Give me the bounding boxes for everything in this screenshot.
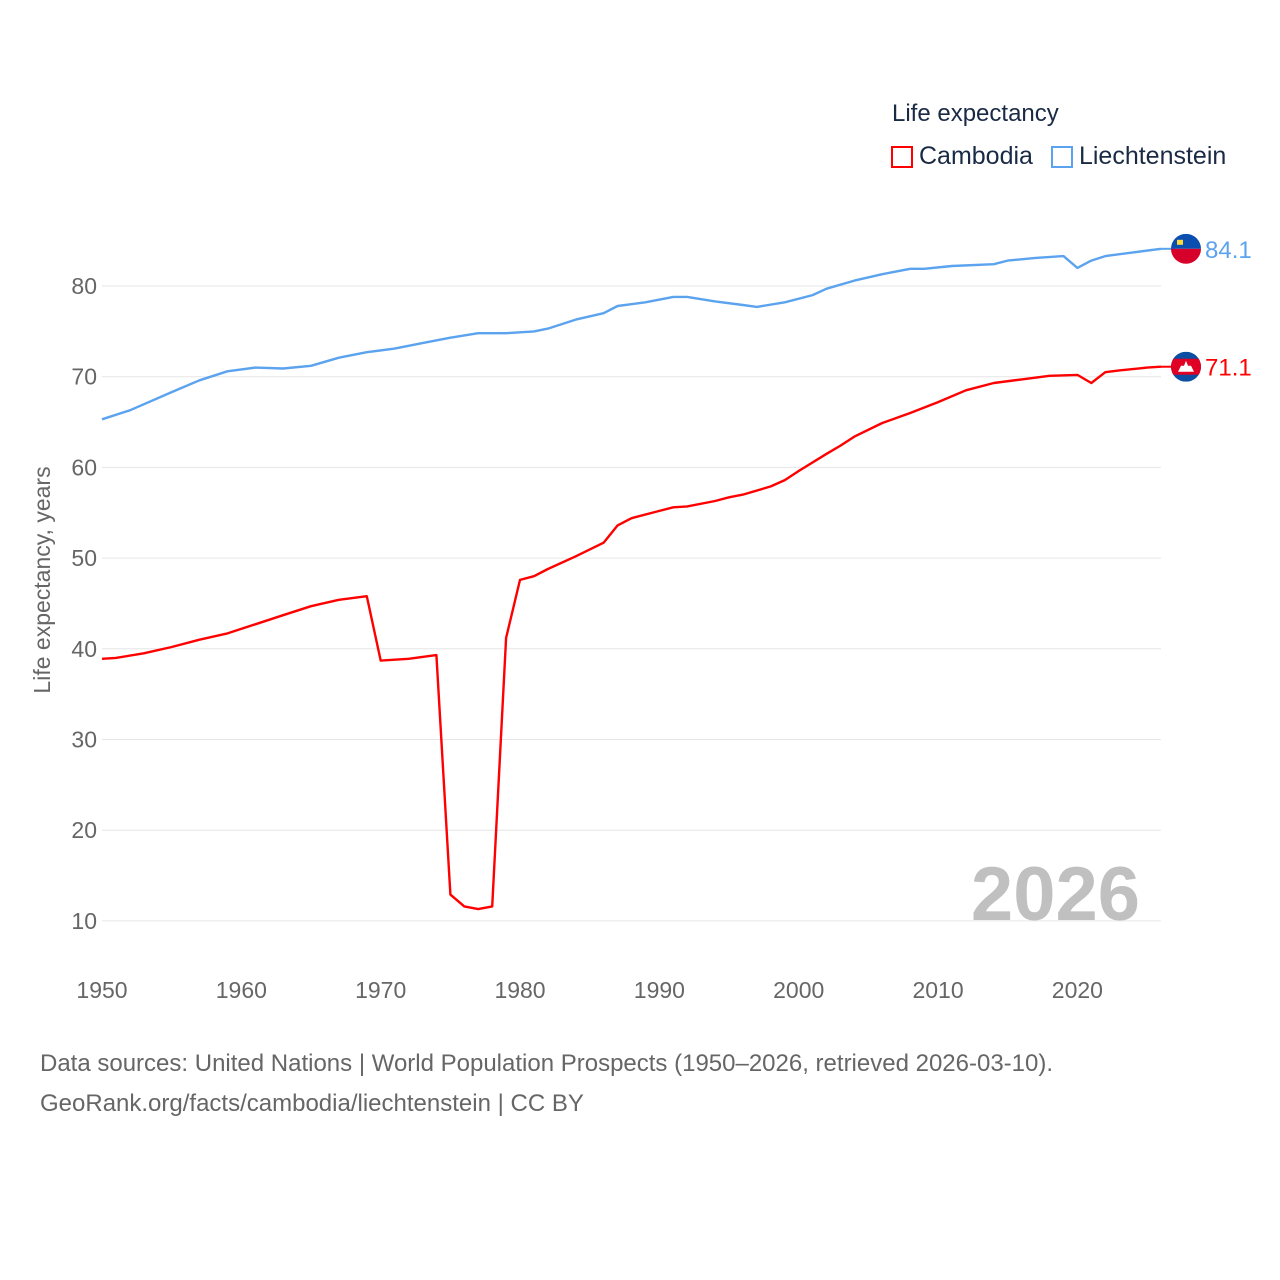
legend-swatch-cambodia (891, 145, 913, 168)
x-tick-label: 2000 (773, 977, 824, 1003)
y-tick-label: 10 (71, 908, 97, 934)
x-tick-label: 1950 (76, 977, 127, 1003)
source-url-text[interactable]: GeoRank.org/facts/cambodia/liechtenstein… (40, 1090, 584, 1117)
y-tick-label: 60 (71, 454, 97, 480)
legend-title: Life expectancy (892, 100, 1059, 127)
end-value-label-cambodia: 71.1 (1205, 355, 1252, 382)
legend-item-liechtenstein[interactable]: Liechtenstein (1050, 142, 1227, 171)
x-tick-label: 1990 (634, 977, 685, 1003)
series-line-liechtenstein (101, 247, 1162, 421)
x-tick-label: 1980 (494, 977, 545, 1003)
end-value-label-liechtenstein: 84.1 (1205, 237, 1252, 264)
year-watermark: 2026 (971, 852, 1140, 937)
y-tick-label: 50 (71, 545, 97, 571)
data-source-text: Data sources: United Nations | World Pop… (40, 1050, 1054, 1077)
x-tick-label: 1960 (216, 977, 267, 1003)
y-tick-label: 30 (71, 727, 97, 753)
y-tick-label: 20 (71, 817, 97, 843)
line-chart: 10 20 30 40 50 60 70 80 1950 1960 1970 1980 1990 2000… (29, 233, 1252, 1003)
x-tick-label: 2010 (912, 977, 963, 1003)
y-tick-label: 80 (71, 273, 97, 299)
x-tick-label: 1970 (355, 977, 406, 1003)
series-line-cambodia (101, 365, 1162, 911)
footer: Data sources: United Nations | World Pop… (40, 1044, 1053, 1124)
legend-swatch-liechtenstein (1050, 145, 1073, 168)
cambodia-flag-icon (1171, 351, 1201, 382)
y-tick-label: 70 (71, 364, 97, 390)
y-tick-label: 40 (71, 636, 97, 662)
x-tick-label: 2020 (1052, 977, 1103, 1003)
legend-label-cambodia: Cambodia (919, 142, 1033, 170)
legend-item-cambodia[interactable]: Cambodia (891, 142, 1033, 171)
legend: Cambodia Liechtenstein (891, 142, 1226, 171)
y-axis-label: Life expectancy, years (29, 466, 55, 693)
liechtenstein-flag-icon (1171, 233, 1201, 264)
legend-label-liechtenstein: Liechtenstein (1078, 142, 1227, 170)
